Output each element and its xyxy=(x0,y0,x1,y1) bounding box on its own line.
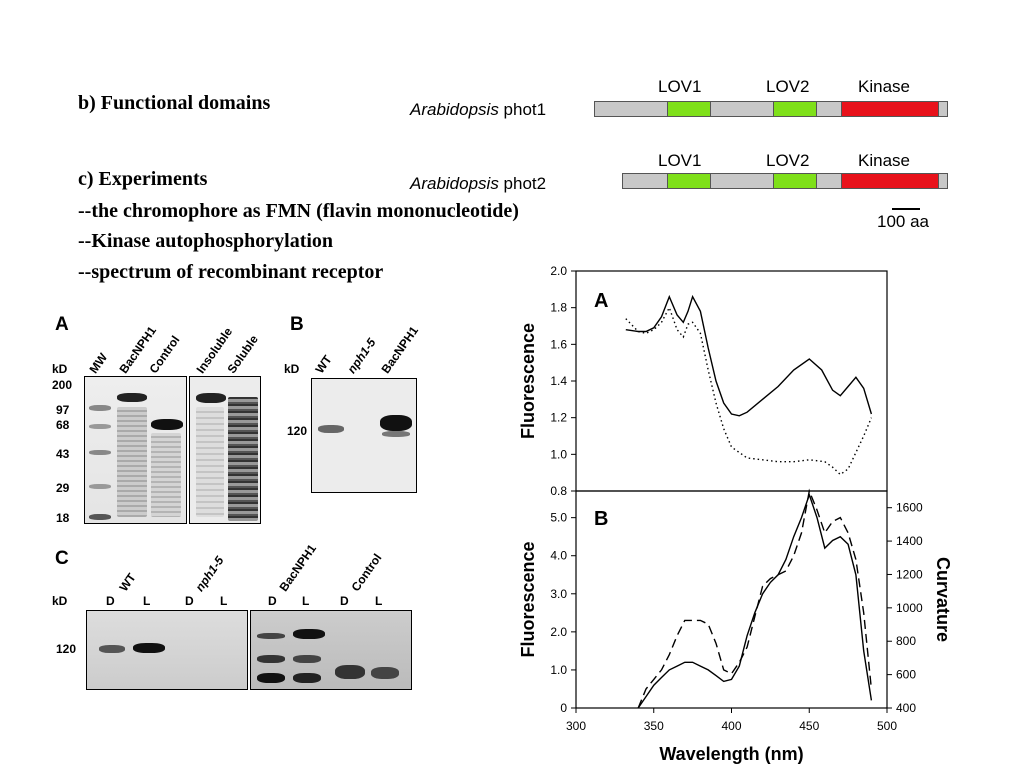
gel-a-panel-letter: A xyxy=(55,314,69,335)
gel-c-group-bacnph1: BacNPH1 xyxy=(276,541,319,594)
phot2-kinase-domain xyxy=(841,174,939,188)
phot2-lov2-label: LOV2 xyxy=(766,151,810,170)
experiment-item-2: --Kinase autophosphorylation xyxy=(78,230,334,252)
gel-c-group-control: Control xyxy=(348,551,385,594)
chart-b-series-dashed xyxy=(637,488,873,709)
chart-a-series-dotted xyxy=(625,305,873,476)
gel-c-group-wt: WT xyxy=(116,570,139,594)
gel-a-marker-18: 18 xyxy=(56,511,70,525)
chart-a-series-solid xyxy=(625,294,873,417)
phot1-lov2-label: LOV2 xyxy=(766,77,810,96)
gel-c-lane-d3: D xyxy=(268,594,277,608)
chart-b-xtick-label: 450 xyxy=(799,719,819,733)
gel-c-lane-l2: L xyxy=(220,594,228,608)
chart-b-ylabel: Fluorescence xyxy=(518,541,538,657)
chart-a-ytick-label: 1.6 xyxy=(550,337,567,351)
phot2-label: Arabidopsis phot2 xyxy=(410,174,547,193)
gel-b-lane-bacnph1: BacNPH1 xyxy=(378,323,421,376)
chart-b-xtick-label: 350 xyxy=(644,719,664,733)
scale-label: 100 aa xyxy=(877,212,929,231)
gel-a-lane-mw: MW xyxy=(86,350,111,376)
chart-a-frame xyxy=(575,270,888,492)
chart-b-y2tick-label: 600 xyxy=(896,668,916,682)
phot1-lov1-domain xyxy=(667,102,711,116)
gel-c-lane-l1: L xyxy=(143,594,151,608)
chart-a-ytick-label: 0.8 xyxy=(550,484,567,498)
chart-b-y2tick-label: 800 xyxy=(896,634,916,648)
chart-b-frame xyxy=(575,490,888,709)
chart-b: 5.0 4.0 3.0 2.0 1.0 0 1600 1400 1200 1000 800 600 40… xyxy=(518,488,953,764)
gel-a-marker-97: 97 xyxy=(56,403,70,417)
chart-a-ytick-label: 2.0 xyxy=(550,264,567,278)
spectrum-figure: 2.0 1.8 1.6 1.4 1.2 1.0 0.8 A Fluorescence 5.0 4.… xyxy=(518,264,953,764)
chart-b-xtick-label: 500 xyxy=(877,719,897,733)
gel-c-lane-d4: D xyxy=(340,594,349,608)
gel-b-kd-label: kD xyxy=(284,362,300,376)
chart-b-y2label: Curvature xyxy=(933,557,953,642)
gel-c-left xyxy=(86,610,248,690)
gel-a-left xyxy=(84,376,187,524)
gel-c-kd-label: kD xyxy=(52,594,68,608)
phot1-bar xyxy=(594,101,948,117)
chart-a: 2.0 1.8 1.6 1.4 1.2 1.0 0.8 A Fluorescence xyxy=(518,264,888,498)
chart-b-ytick-label: 4.0 xyxy=(550,549,567,563)
chart-a-ytick-label: 1.2 xyxy=(550,411,567,425)
chart-b-xtick-label: 400 xyxy=(721,719,741,733)
phot2-lov1-domain xyxy=(667,174,711,188)
chart-b-panel-letter: B xyxy=(594,508,608,530)
gel-b-lane-wt: WT xyxy=(312,352,335,376)
chart-b-y2tick-label: 400 xyxy=(896,701,916,715)
phot2-bar xyxy=(622,173,948,189)
chart-b-xlabel: Wavelength (nm) xyxy=(659,744,803,764)
gel-c-lane-l3: L xyxy=(302,594,310,608)
chart-b-ytick-label: 1.0 xyxy=(550,663,567,677)
gel-a-kd-label: kD xyxy=(52,362,68,376)
chart-b-xtick-label: 300 xyxy=(566,719,586,733)
phot2-lov1-label: LOV1 xyxy=(658,151,702,170)
chart-b-y2tick-label: 1200 xyxy=(896,567,923,581)
experiment-item-1: --the chromophore as FMN (flavin mononuc… xyxy=(78,200,519,222)
gel-a-marker-43: 43 xyxy=(56,447,70,461)
functional-domains-heading: b) Functional domains xyxy=(78,92,271,114)
gel-c-panel-letter: C xyxy=(55,548,69,569)
gel-a-marker-29: 29 xyxy=(56,481,70,495)
gel-b-panel-letter: B xyxy=(290,314,304,335)
gel-c-lane-l4: L xyxy=(375,594,383,608)
chart-a-ytick-label: 1.0 xyxy=(550,447,567,461)
gel-a-marker-68: 68 xyxy=(56,418,70,432)
chart-b-series-solid xyxy=(637,492,873,709)
chart-b-y2tick-label: 1000 xyxy=(896,601,923,615)
phot2-kinase-label: Kinase xyxy=(858,151,910,170)
gel-c-marker-120: 120 xyxy=(56,642,77,656)
chart-a-panel-letter: A xyxy=(594,290,608,312)
chart-b-y2tick-label: 1600 xyxy=(896,501,923,515)
gel-b-blot xyxy=(311,378,417,493)
phot1-lov1-label: LOV1 xyxy=(658,77,702,96)
gel-c-right xyxy=(250,610,412,690)
phot1-label: Arabidopsis phot1 xyxy=(410,100,547,119)
experiments-heading: c) Experiments xyxy=(78,168,208,190)
gel-c-lane-d2: D xyxy=(185,594,194,608)
chart-b-ytick-label: 0 xyxy=(560,701,567,715)
phot1-lov2-domain xyxy=(773,102,817,116)
chart-b-y2tick-label: 1400 xyxy=(896,534,923,548)
chart-a-ytick-label: 1.4 xyxy=(550,374,567,388)
phot1-kinase-label: Kinase xyxy=(858,77,910,96)
chart-a-ytick-label: 1.8 xyxy=(550,301,567,315)
gel-b-marker-120: 120 xyxy=(287,424,308,438)
gel-a-marker-200: 200 xyxy=(52,378,73,392)
gel-a-right xyxy=(189,376,261,524)
chart-a-ylabel: Fluorescence xyxy=(518,323,538,439)
phot2-lov2-domain xyxy=(773,174,817,188)
experiment-item-3: --spectrum of recombinant receptor xyxy=(78,261,384,283)
phot1-kinase-domain xyxy=(841,102,939,116)
gel-b-lane-nph1-5: nph1-5 xyxy=(344,335,379,376)
chart-b-ytick-label: 2.0 xyxy=(550,625,567,639)
scale-bar xyxy=(892,208,920,210)
chart-b-ytick-label: 3.0 xyxy=(550,587,567,601)
gel-c-group-nph1-5: nph1-5 xyxy=(192,553,227,594)
chart-b-ytick-label: 5.0 xyxy=(550,511,567,525)
gel-c-lane-d1: D xyxy=(106,594,115,608)
